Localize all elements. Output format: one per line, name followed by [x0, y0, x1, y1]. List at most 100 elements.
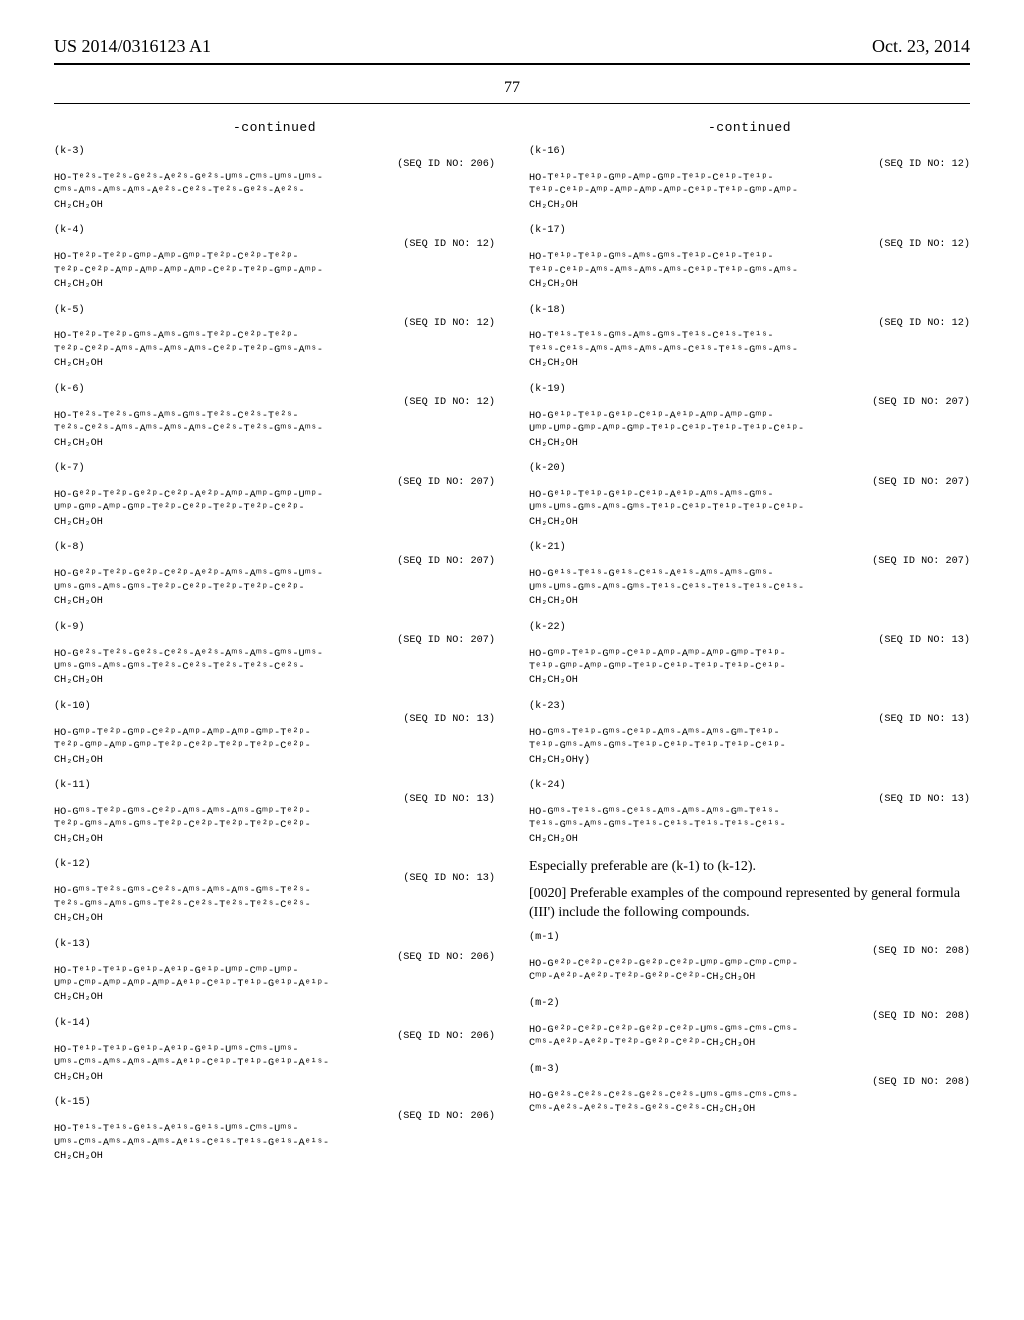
left-seq-block: (k-9)(SEQ ID NO: 207)HO-Gᵉ²ˢ-Tᵉ²ˢ-Gᵉ²ˢ-C…: [54, 621, 495, 688]
right-k-seq-block: (k-19)(SEQ ID NO: 207)HO-Gᵉ¹ᵖ-Tᵉ¹ᵖ-Gᵉ¹ᵖ-…: [529, 383, 970, 450]
right-k-seq-seqid: (SEQ ID NO: 12): [529, 158, 970, 171]
left-seq-block: (k-15)(SEQ ID NO: 206)HO-Tᵉ¹ˢ-Tᵉ¹ˢ-Gᵉ¹ˢ-…: [54, 1096, 495, 1163]
right-k-seq-block: (k-17)(SEQ ID NO: 12)HO-Tᵉ¹ᵖ-Tᵉ¹ᵖ-Gᵐˢ-Aᵐ…: [529, 224, 970, 291]
right-k-seq-tag: (k-22): [529, 621, 970, 634]
left-seq-block: (k-12)(SEQ ID NO: 13)HO-Gᵐˢ-Tᵉ²ˢ-Gᵐˢ-Cᵉ²…: [54, 858, 495, 925]
left-seq-seqid: (SEQ ID NO: 13): [54, 713, 495, 726]
right-m-seq-block: (m-2)(SEQ ID NO: 208)HO-Gᵉ²ᵖ-Cᵉ²ᵖ-Cᵉ²ᵖ-G…: [529, 997, 970, 1051]
right-k-seq-seqid: (SEQ ID NO: 13): [529, 793, 970, 806]
right-k-seq-tag: (k-18): [529, 304, 970, 317]
right-m-seq-seqid: (SEQ ID NO: 208): [529, 1010, 970, 1023]
right-k-seq-sequence: HO-Tᵉ¹ᵖ-Tᵉ¹ᵖ-Gᵐᵖ-Aᵐᵖ-Gᵐᵖ-Tᵉ¹ᵖ-Cᵉ¹ᵖ-Tᵉ¹ᵖ-…: [529, 172, 970, 212]
page-root: US 2014/0316123 A1 Oct. 23, 2014 77 -con…: [0, 0, 1024, 1320]
page-number: 77: [54, 79, 970, 97]
left-seq-seqid: (SEQ ID NO: 207): [54, 476, 495, 489]
left-seq-seqid: (SEQ ID NO: 206): [54, 1110, 495, 1123]
left-seq-seqid: (SEQ ID NO: 206): [54, 1030, 495, 1043]
right-m-seq-seqid: (SEQ ID NO: 208): [529, 945, 970, 958]
right-k-seq-sequence: HO-Gᵉ¹ˢ-Tᵉ¹ˢ-Gᵉ¹ˢ-Cᵉ¹ˢ-Aᵉ¹ˢ-Aᵐˢ-Aᵐˢ-Gᵐˢ-…: [529, 568, 970, 608]
right-k-seq-sequence: HO-Tᵉ¹ᵖ-Tᵉ¹ᵖ-Gᵐˢ-Aᵐˢ-Gᵐˢ-Tᵉ¹ᵖ-Cᵉ¹ᵖ-Tᵉ¹ᵖ-…: [529, 251, 970, 291]
right-m-seq-block: (m-1)(SEQ ID NO: 208)HO-Gᵉ²ᵖ-Cᵉ²ᵖ-Cᵉ²ᵖ-G…: [529, 931, 970, 985]
left-seq-block: (k-4)(SEQ ID NO: 12)HO-Tᵉ²ᵖ-Tᵉ²ᵖ-Gᵐᵖ-Aᵐᵖ…: [54, 224, 495, 291]
body-paragraph-1: Especially preferable are (k-1) to (k-12…: [529, 858, 970, 877]
left-seq-sequence: HO-Gᵐˢ-Tᵉ²ᵖ-Gᵐˢ-Cᵉ²ᵖ-Aᵐˢ-Aᵐˢ-Aᵐˢ-Gᵐᵖ-Tᵉ²…: [54, 806, 495, 846]
right-k-seq-tag: (k-21): [529, 541, 970, 554]
left-seq-tag: (k-13): [54, 938, 495, 951]
right-k-seq-seqid: (SEQ ID NO: 12): [529, 317, 970, 330]
right-k-seq-block: (k-22)(SEQ ID NO: 13)HO-Gᵐᵖ-Tᵉ¹ᵖ-Gᵐᵖ-Cᵉ¹…: [529, 621, 970, 688]
right-m-seq-tag: (m-1): [529, 931, 970, 944]
left-seq-tag: (k-12): [54, 858, 495, 871]
left-seq-tag: (k-3): [54, 145, 495, 158]
right-m-block-container: (m-1)(SEQ ID NO: 208)HO-Gᵉ²ᵖ-Cᵉ²ᵖ-Cᵉ²ᵖ-G…: [529, 931, 970, 1116]
left-seq-tag: (k-4): [54, 224, 495, 237]
left-seq-seqid: (SEQ ID NO: 12): [54, 396, 495, 409]
left-seq-sequence: HO-Tᵉ¹ᵖ-Tᵉ¹ᵖ-Gᵉ¹ᵖ-Aᵉ¹ᵖ-Gᵉ¹ᵖ-Uᵐˢ-Cᵐˢ-Uᵐˢ-…: [54, 1044, 495, 1084]
left-seq-tag: (k-8): [54, 541, 495, 554]
left-seq-block: (k-3)(SEQ ID NO: 206)HO-Tᵉ²ˢ-Tᵉ²ˢ-Gᵉ²ˢ-A…: [54, 145, 495, 212]
right-k-seq-block: (k-20)(SEQ ID NO: 207)HO-Gᵉ¹ᵖ-Tᵉ¹ᵖ-Gᵉ¹ᵖ-…: [529, 462, 970, 529]
right-k-seq-seqid: (SEQ ID NO: 207): [529, 396, 970, 409]
right-k-seq-block: (k-24)(SEQ ID NO: 13)HO-Gᵐˢ-Tᵉ¹ˢ-Gᵐˢ-Cᵉ¹…: [529, 779, 970, 846]
right-m-seq-tag: (m-3): [529, 1063, 970, 1076]
header-rule: [54, 103, 970, 104]
patent-date: Oct. 23, 2014: [872, 36, 970, 57]
left-seq-sequence: HO-Tᵉ²ᵖ-Tᵉ²ᵖ-Gᵐᵖ-Aᵐᵖ-Gᵐᵖ-Tᵉ²ᵖ-Cᵉ²ᵖ-Tᵉ²ᵖ-…: [54, 251, 495, 291]
right-k-seq-block: (k-23)(SEQ ID NO: 13)HO-Gᵐˢ-Tᵉ¹ᵖ-Gᵐˢ-Cᵉ¹…: [529, 700, 970, 767]
left-seq-tag: (k-5): [54, 304, 495, 317]
left-seq-block: (k-14)(SEQ ID NO: 206)HO-Tᵉ¹ᵖ-Tᵉ¹ᵖ-Gᵉ¹ᵖ-…: [54, 1017, 495, 1084]
left-seq-seqid: (SEQ ID NO: 12): [54, 238, 495, 251]
right-m-seq-block: (m-3)(SEQ ID NO: 208)HO-Gᵉ²ˢ-Cᵉ²ˢ-Cᵉ²ˢ-G…: [529, 1063, 970, 1117]
right-k-seq-sequence: HO-Gᵉ¹ᵖ-Tᵉ¹ᵖ-Gᵉ¹ᵖ-Cᵉ¹ᵖ-Aᵉ¹ᵖ-Aᵐˢ-Aᵐˢ-Gᵐˢ-…: [529, 489, 970, 529]
patent-id: US 2014/0316123 A1: [54, 36, 211, 57]
two-column-layout: -continued (k-3)(SEQ ID NO: 206)HO-Tᵉ²ˢ-…: [54, 120, 970, 1175]
right-k-seq-tag: (k-24): [529, 779, 970, 792]
left-seq-sequence: HO-Gᵉ²ᵖ-Tᵉ²ᵖ-Gᵉ²ᵖ-Cᵉ²ᵖ-Aᵉ²ᵖ-Aᵐᵖ-Aᵐᵖ-Gᵐᵖ-…: [54, 489, 495, 529]
continued-label-left: -continued: [54, 120, 495, 135]
right-k-seq-block: (k-18)(SEQ ID NO: 12)HO-Tᵉ¹ˢ-Tᵉ¹ˢ-Gᵐˢ-Aᵐ…: [529, 304, 970, 371]
right-column: -continued (k-16)(SEQ ID NO: 12)HO-Tᵉ¹ᵖ-…: [529, 120, 970, 1175]
left-seq-sequence: HO-Tᵉ²ᵖ-Tᵉ²ᵖ-Gᵐˢ-Aᵐˢ-Gᵐˢ-Tᵉ²ᵖ-Cᵉ²ᵖ-Tᵉ²ᵖ-…: [54, 330, 495, 370]
left-seq-sequence: HO-Tᵉ²ˢ-Tᵉ²ˢ-Gᵐˢ-Aᵐˢ-Gᵐˢ-Tᵉ²ˢ-Cᵉ²ˢ-Tᵉ²ˢ-…: [54, 410, 495, 450]
right-k-seq-seqid: (SEQ ID NO: 207): [529, 476, 970, 489]
right-m-seq-sequence: HO-Gᵉ²ˢ-Cᵉ²ˢ-Cᵉ²ˢ-Gᵉ²ˢ-Cᵉ²ˢ-Uᵐˢ-Gᵐˢ-Cᵐˢ-…: [529, 1090, 970, 1117]
left-seq-block: (k-11)(SEQ ID NO: 13)HO-Gᵐˢ-Tᵉ²ᵖ-Gᵐˢ-Cᵉ²…: [54, 779, 495, 846]
left-seq-sequence: HO-Gᵉ²ᵖ-Tᵉ²ᵖ-Gᵉ²ᵖ-Cᵉ²ᵖ-Aᵉ²ᵖ-Aᵐˢ-Aᵐˢ-Gᵐˢ-…: [54, 568, 495, 608]
continued-label-right: -continued: [529, 120, 970, 135]
right-k-seq-tag: (k-23): [529, 700, 970, 713]
right-m-seq-seqid: (SEQ ID NO: 208): [529, 1076, 970, 1089]
left-seq-seqid: (SEQ ID NO: 207): [54, 634, 495, 647]
left-seq-block: (k-7)(SEQ ID NO: 207)HO-Gᵉ²ᵖ-Tᵉ²ᵖ-Gᵉ²ᵖ-C…: [54, 462, 495, 529]
right-k-seq-block: (k-21)(SEQ ID NO: 207)HO-Gᵉ¹ˢ-Tᵉ¹ˢ-Gᵉ¹ˢ-…: [529, 541, 970, 608]
left-seq-tag: (k-11): [54, 779, 495, 792]
right-k-seq-seqid: (SEQ ID NO: 13): [529, 713, 970, 726]
left-seq-block: (k-10)(SEQ ID NO: 13)HO-Gᵐᵖ-Tᵉ²ᵖ-Gᵐᵖ-Cᵉ²…: [54, 700, 495, 767]
left-seq-tag: (k-6): [54, 383, 495, 396]
page-header: US 2014/0316123 A1 Oct. 23, 2014: [54, 36, 970, 65]
left-seq-tag: (k-9): [54, 621, 495, 634]
right-k-seq-tag: (k-19): [529, 383, 970, 396]
left-seq-tag: (k-7): [54, 462, 495, 475]
left-seq-block: (k-8)(SEQ ID NO: 207)HO-Gᵉ²ᵖ-Tᵉ²ᵖ-Gᵉ²ᵖ-C…: [54, 541, 495, 608]
body-paragraph-2: [0020] Preferable examples of the compou…: [529, 885, 970, 923]
right-k-seq-sequence: HO-Gᵐᵖ-Tᵉ¹ᵖ-Gᵐᵖ-Cᵉ¹ᵖ-Aᵐᵖ-Aᵐᵖ-Aᵐᵖ-Gᵐᵖ-Tᵉ¹…: [529, 648, 970, 688]
left-seq-block: (k-5)(SEQ ID NO: 12)HO-Tᵉ²ᵖ-Tᵉ²ᵖ-Gᵐˢ-Aᵐˢ…: [54, 304, 495, 371]
left-seq-sequence: HO-Tᵉ²ˢ-Tᵉ²ˢ-Gᵉ²ˢ-Aᵉ²ˢ-Gᵉ²ˢ-Uᵐˢ-Cᵐˢ-Uᵐˢ-…: [54, 172, 495, 212]
left-seq-tag: (k-15): [54, 1096, 495, 1109]
right-k-seq-sequence: HO-Tᵉ¹ˢ-Tᵉ¹ˢ-Gᵐˢ-Aᵐˢ-Gᵐˢ-Tᵉ¹ˢ-Cᵉ¹ˢ-Tᵉ¹ˢ-…: [529, 330, 970, 370]
left-seq-block: (k-6)(SEQ ID NO: 12)HO-Tᵉ²ˢ-Tᵉ²ˢ-Gᵐˢ-Aᵐˢ…: [54, 383, 495, 450]
right-k-seq-tag: (k-17): [529, 224, 970, 237]
right-m-seq-sequence: HO-Gᵉ²ᵖ-Cᵉ²ᵖ-Cᵉ²ᵖ-Gᵉ²ᵖ-Cᵉ²ᵖ-Uᵐᵖ-Gᵐᵖ-Cᵐᵖ-…: [529, 958, 970, 985]
right-m-seq-sequence: HO-Gᵉ²ᵖ-Cᵉ²ᵖ-Cᵉ²ᵖ-Gᵉ²ᵖ-Cᵉ²ᵖ-Uᵐˢ-Gᵐˢ-Cᵐˢ-…: [529, 1024, 970, 1051]
left-seq-sequence: HO-Tᵉ¹ᵖ-Tᵉ¹ᵖ-Gᵉ¹ᵖ-Aᵉ¹ᵖ-Gᵉ¹ᵖ-Uᵐᵖ-Cᵐᵖ-Uᵐᵖ-…: [54, 965, 495, 1005]
left-seq-sequence: HO-Gᵐᵖ-Tᵉ²ᵖ-Gᵐᵖ-Cᵉ²ᵖ-Aᵐᵖ-Aᵐᵖ-Aᵐᵖ-Gᵐᵖ-Tᵉ²…: [54, 727, 495, 767]
right-k-seq-seqid: (SEQ ID NO: 13): [529, 634, 970, 647]
left-seq-tag: (k-14): [54, 1017, 495, 1030]
left-seq-seqid: (SEQ ID NO: 207): [54, 555, 495, 568]
right-k-seq-tag: (k-16): [529, 145, 970, 158]
left-seq-seqid: (SEQ ID NO: 12): [54, 317, 495, 330]
right-k-block-container: (k-16)(SEQ ID NO: 12)HO-Tᵉ¹ᵖ-Tᵉ¹ᵖ-Gᵐᵖ-Aᵐ…: [529, 145, 970, 846]
left-seq-sequence: HO-Gᵐˢ-Tᵉ²ˢ-Gᵐˢ-Cᵉ²ˢ-Aᵐˢ-Aᵐˢ-Aᵐˢ-Gᵐˢ-Tᵉ²…: [54, 885, 495, 925]
right-k-seq-sequence: HO-Gᵐˢ-Tᵉ¹ˢ-Gᵐˢ-Cᵉ¹ˢ-Aᵐˢ-Aᵐˢ-Aᵐˢ-Gᵐ-Tᵉ¹ˢ…: [529, 806, 970, 846]
left-seq-seqid: (SEQ ID NO: 13): [54, 793, 495, 806]
